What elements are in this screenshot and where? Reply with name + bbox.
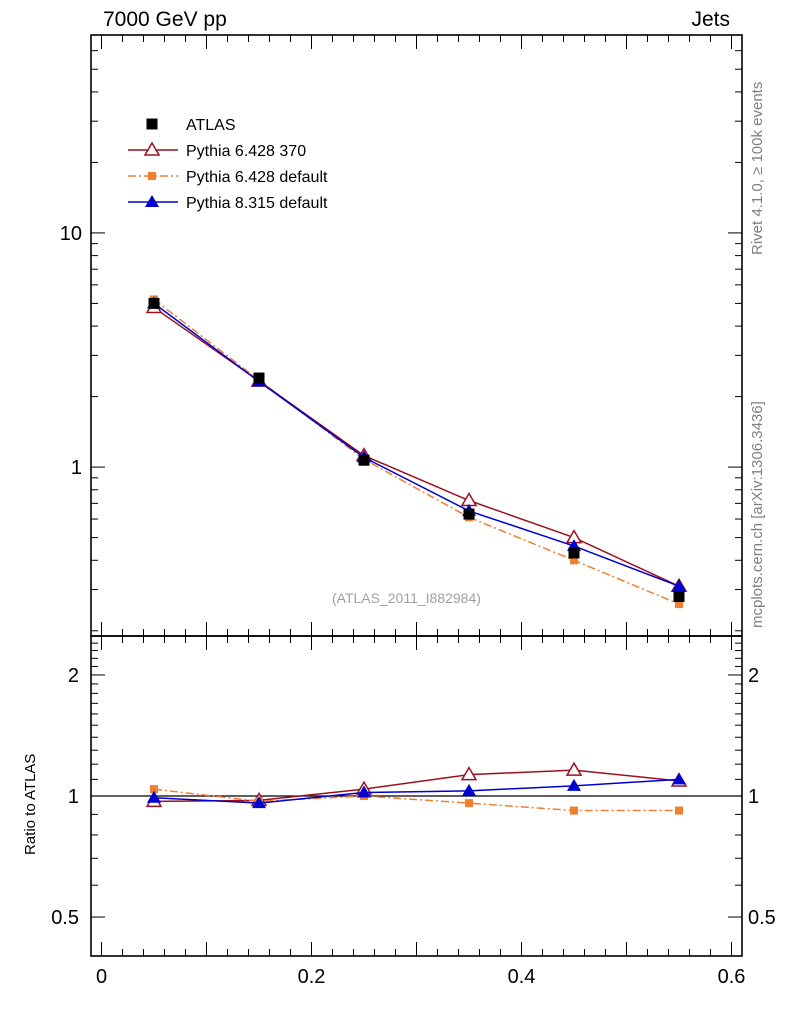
legend-label-pythia-6-428-370: Pythia 6.428 370	[186, 143, 306, 160]
legend-marker-pythia-6-428-370	[143, 141, 161, 156]
ratio-point-pythia-6-428-370	[460, 766, 478, 781]
series-line-pythia-6-428-default	[153, 298, 680, 605]
ratio-point-pythia-6-428-default	[465, 799, 473, 808]
ratio-y-tick-label: 1	[68, 786, 79, 808]
ratio-point-pythia-6-428-default	[150, 785, 158, 794]
data-point-atlas	[568, 547, 580, 559]
ratio-point-pythia-8-315-default	[252, 796, 266, 809]
ratio-point-pythia-8-315-default	[462, 783, 476, 796]
legend-marker-pythia-6-428-default	[148, 172, 156, 180]
data-point-atlas	[463, 508, 475, 520]
header-energy-label: 7000 GeV pp	[103, 8, 227, 31]
ratio-point-pythia-8-315-default	[672, 772, 686, 785]
analysis-id-watermark: (ATLAS_2011_I882984)	[332, 590, 481, 606]
ratio-y-tick-label: 0.5	[51, 907, 79, 929]
ratio-point-pythia-8-315-default	[567, 778, 581, 791]
legend: ATLAS Pythia 6.428 370 Pythia 6.428 defaul…	[128, 117, 328, 212]
header-category-label: Jets	[691, 8, 730, 31]
ratio-point-pythia-6-428-default	[570, 806, 578, 815]
x-tick-label: 0.2	[298, 966, 326, 988]
legend-marker-pythia-8-315-default	[145, 195, 159, 207]
ratio-y-tick-label-right: 2	[748, 665, 759, 687]
y-tick-label: 10	[60, 223, 82, 245]
data-layer	[145, 295, 688, 815]
ratio-y-tick-label-right: 1	[748, 786, 759, 808]
x-tick-label: 0.4	[508, 966, 536, 988]
ratio-line-pythia-6-428-default	[153, 788, 679, 812]
data-point-atlas	[673, 591, 685, 603]
data-point-atlas	[148, 297, 160, 309]
data-point-pythia-8-315-default	[672, 579, 686, 592]
ratio-point-pythia-8-315-default	[147, 790, 161, 803]
series-line-pythia-8-315-default	[153, 302, 680, 587]
series-line-pythia-6-428-370	[153, 306, 680, 587]
legend-marker-atlas	[146, 118, 158, 130]
ratio-line-pythia-8-315-default	[153, 778, 680, 804]
data-point-pythia-6-428-370	[460, 492, 478, 507]
ratio-line-pythia-6-428-370	[153, 769, 680, 803]
ratio-y-tick-label-right: 0.5	[748, 907, 776, 929]
y-tick-label: 1	[71, 457, 82, 479]
data-point-pythia-6-428-default	[675, 600, 683, 609]
legend-label-pythia-8-315-default: Pythia 8.315 default	[186, 195, 328, 212]
x-tick-label: 0.6	[718, 966, 746, 988]
data-point-pythia-6-428-default	[570, 556, 578, 565]
ratio-point-pythia-6-428-default	[675, 806, 683, 815]
ratio-y-tick-label: 2	[68, 665, 79, 687]
x-tick-label: 0	[96, 966, 107, 988]
data-point-atlas	[358, 454, 370, 466]
ratio-point-pythia-8-315-default	[357, 785, 371, 798]
ratio-point-pythia-6-428-370	[565, 761, 583, 776]
data-point-atlas	[253, 372, 265, 384]
legend-label-pythia-6-428-default: Pythia 6.428 default	[186, 169, 328, 186]
axes-layer: 0 0.2 0.4 0.6 10 1 2 2 1 1 0.5 0.5	[51, 34, 776, 988]
legend-label-atlas: ATLAS	[186, 117, 236, 134]
